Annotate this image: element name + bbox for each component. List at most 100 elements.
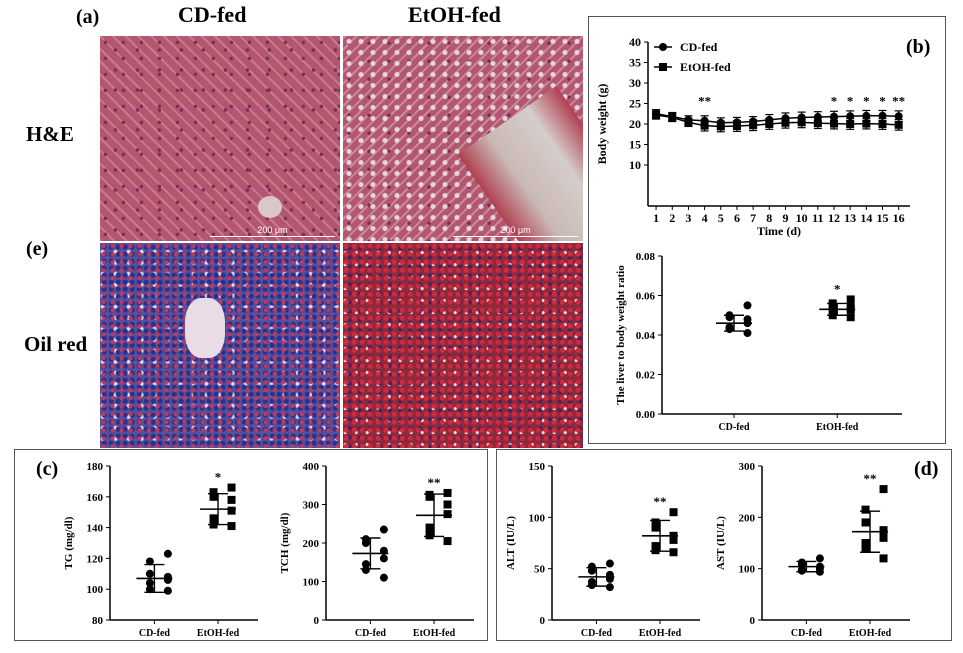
y-tick-label: 20 [629,117,641,131]
data-point-1 [668,113,677,122]
column-header-etoh: EtOH-fed [408,2,501,27]
micrograph-he-cd: 200 μm [100,36,340,241]
data-point [879,533,888,542]
series-line-0 [655,113,899,124]
data-point [227,495,236,504]
y-tick-label: 100 [739,564,756,576]
x-tick-label: 1 [653,211,659,225]
series-line-1 [655,114,899,128]
y-tick-label: 10 [629,158,641,172]
panel-label-b: (b) [906,36,931,58]
x-axis-label: Time (d) [757,224,801,238]
vessel-he-etoh [457,86,583,241]
row-header-oil-red: Oil red [24,332,88,356]
significance-mark: ** [654,494,667,509]
y-tick-label: 100 [303,577,320,589]
data-point-1 [829,119,838,128]
y-tick-label: 25 [629,97,641,111]
data-point [163,549,172,558]
y-tick-label: 0 [750,615,756,627]
y-tick-label: 200 [303,538,320,550]
data-point [145,569,154,578]
data-point-1 [765,120,774,128]
data-point [669,508,678,517]
chart-ast: 0 100 200 300 CD-fed EtOH-fed AST (IU/L) ** [715,461,910,638]
data-point-1 [846,120,855,128]
y-tick-label: 35 [629,56,641,70]
y-axis-label: ALT (IU/L) [505,516,517,570]
data-point [209,488,218,497]
significance-mark: * [879,94,886,109]
data-point [361,560,370,569]
data-point-1 [797,118,806,127]
chart-tch: 0 100 200 300 400 CD-fed EtOH-fed TCH (mg/dl) ** [279,461,474,638]
data-point [861,505,870,514]
x-tick-label: CD-fed [355,628,387,638]
data-point-0 [894,112,903,121]
y-tick-label: 0.08 [636,251,656,263]
y-tick-label: 0.04 [636,330,656,342]
x-tick-label: EtOH-fed [849,628,892,638]
data-point [861,544,870,553]
data-point [669,548,678,557]
row-header-he: H&E [26,122,74,146]
data-point [145,579,154,588]
data-point [879,554,888,563]
data-point-1 [894,120,903,129]
x-tick-label: EtOH-fed [197,628,240,638]
data-point [379,525,388,534]
data-point [443,488,452,497]
x-tick-label: 9 [782,211,788,225]
significance-mark: * [847,94,854,109]
y-tick-label: 400 [303,461,320,473]
data-point [587,581,596,590]
x-tick-label: CD-fed [791,628,823,638]
data-point-0 [813,113,822,122]
y-axis-label: TG (mg/dl) [63,516,75,569]
column-header-cd: CD-fed [178,2,247,27]
y-tick-label: 0.00 [636,409,656,421]
y-tick-label: 30 [629,76,641,90]
data-point-1 [700,121,709,130]
scale-bar-label-cd: 200 μm [257,225,288,235]
x-tick-label: 5 [718,211,724,225]
y-axis-label: The liver to body weight ratio [615,265,627,405]
data-point-1 [862,119,871,128]
panel-c-box [14,449,488,641]
data-point [443,537,452,546]
x-tick-label: 6 [734,211,740,225]
data-point [605,583,614,592]
x-tick-label: 7 [750,211,756,225]
panel-label-c: (c) [36,458,59,480]
data-point [443,510,452,519]
data-point [815,567,824,576]
data-point [651,546,660,555]
y-tick-label: 150 [529,461,546,473]
x-tick-label: 8 [766,211,772,225]
data-point [815,554,824,563]
y-tick-label: 80 [92,615,104,627]
micrograph-he-etoh: 200 μm [343,36,583,241]
vessel-oil-cd [185,298,225,358]
micrograph-oil-etoh [343,243,583,448]
micrograph-oil-cd [100,243,340,448]
data-point [425,531,434,540]
chart-alt: 0 50 100 150 CD-fed EtOH-fed ALT (IU/L) ** [505,461,700,638]
y-tick-label: 50 [534,564,546,576]
y-axis-label: Body weight (g) [595,84,609,165]
y-axis-label: TCH (mg/dl) [279,512,291,573]
data-point [443,500,452,509]
significance-mark: * [834,281,841,296]
y-tick-label: 40 [629,35,641,49]
data-point-1 [749,121,758,130]
y-tick-label: 100 [87,584,104,596]
significance-mark: ** [864,471,877,486]
y-tick-label: 15 [629,138,641,152]
y-tick-label: 0.06 [636,291,656,303]
data-point [743,301,752,310]
data-point [879,526,888,535]
data-point [227,483,236,492]
y-tick-label: 0 [540,615,546,627]
x-tick-label: 3 [685,211,691,225]
legend-marker [659,63,667,71]
